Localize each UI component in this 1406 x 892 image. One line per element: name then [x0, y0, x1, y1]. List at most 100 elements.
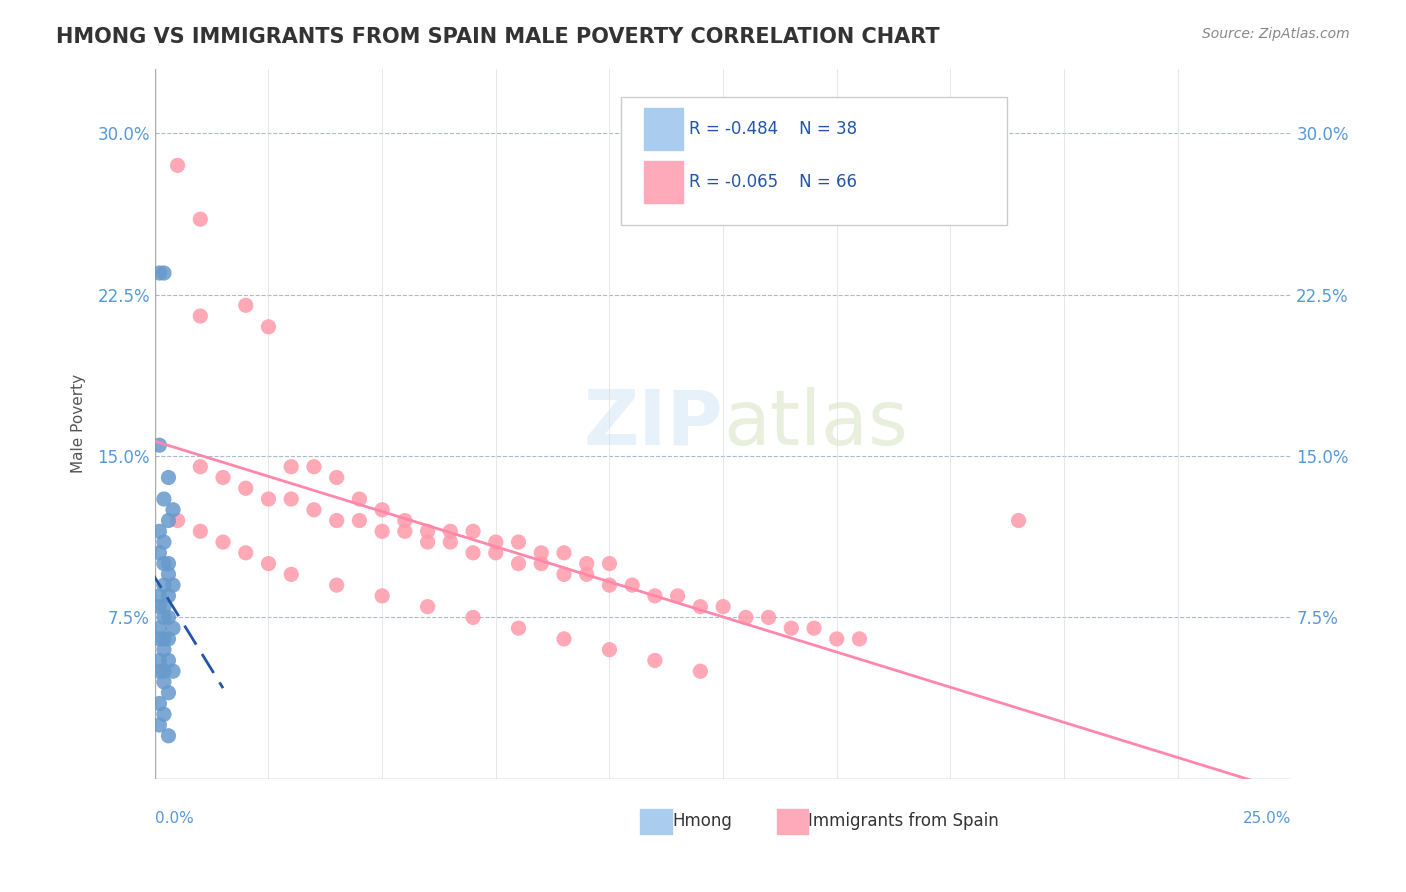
Point: [212, 470, 235, 484]
Point: [157, 589, 180, 603]
Point: [148, 589, 170, 603]
Point: [148, 653, 170, 667]
Point: [280, 491, 302, 506]
Point: [157, 729, 180, 743]
Point: [162, 502, 184, 516]
Point: [257, 319, 280, 334]
Point: [416, 535, 439, 549]
Point: [153, 610, 176, 624]
Point: [508, 535, 530, 549]
Point: [157, 653, 180, 667]
Text: atlas: atlas: [723, 386, 908, 460]
Point: [153, 266, 176, 280]
Point: [280, 567, 302, 582]
Point: [553, 632, 575, 646]
Point: [162, 664, 184, 678]
Point: [371, 589, 394, 603]
Point: [598, 642, 620, 657]
Point: [508, 621, 530, 635]
Point: [848, 632, 870, 646]
FancyBboxPatch shape: [644, 161, 683, 203]
Point: [530, 546, 553, 560]
Text: R = -0.065    N = 66: R = -0.065 N = 66: [689, 173, 858, 191]
Text: Source: ZipAtlas.com: Source: ZipAtlas.com: [1202, 27, 1350, 41]
Point: [188, 459, 211, 474]
Point: [530, 557, 553, 571]
Point: [371, 524, 394, 539]
Point: [666, 589, 689, 603]
FancyBboxPatch shape: [621, 97, 1007, 225]
Point: [416, 599, 439, 614]
Point: [575, 557, 598, 571]
Point: [302, 502, 325, 516]
Point: [598, 578, 620, 592]
Point: [157, 610, 180, 624]
Point: [485, 546, 508, 560]
Point: [711, 599, 734, 614]
Point: [780, 621, 803, 635]
Point: [153, 535, 176, 549]
Point: [734, 610, 756, 624]
Point: [553, 567, 575, 582]
Point: [148, 266, 170, 280]
FancyBboxPatch shape: [640, 809, 672, 834]
Point: [325, 578, 347, 592]
Point: [162, 621, 184, 635]
Point: [598, 557, 620, 571]
Point: [153, 675, 176, 690]
Text: 0.0%: 0.0%: [155, 811, 194, 826]
Point: [280, 459, 302, 474]
Point: [212, 535, 235, 549]
Text: 25.0%: 25.0%: [1243, 811, 1291, 826]
Point: [371, 502, 394, 516]
Point: [235, 481, 257, 495]
Point: [485, 535, 508, 549]
Point: [325, 470, 347, 484]
Point: [157, 567, 180, 582]
Point: [1007, 514, 1029, 528]
Y-axis label: Male Poverty: Male Poverty: [72, 374, 86, 474]
Point: [148, 524, 170, 539]
FancyBboxPatch shape: [644, 108, 683, 150]
Point: [148, 599, 170, 614]
Point: [153, 664, 176, 678]
Point: [235, 546, 257, 560]
Point: [461, 546, 484, 560]
Point: [689, 599, 711, 614]
Point: [325, 514, 347, 528]
Point: [644, 589, 666, 603]
Point: [153, 632, 176, 646]
Point: [803, 621, 825, 635]
Point: [553, 546, 575, 560]
Text: ZIP: ZIP: [583, 386, 723, 460]
Point: [148, 546, 170, 560]
Point: [461, 610, 484, 624]
Point: [302, 459, 325, 474]
FancyBboxPatch shape: [776, 809, 808, 834]
Point: [257, 491, 280, 506]
Point: [621, 578, 644, 592]
Point: [644, 653, 666, 667]
Point: [758, 610, 780, 624]
Point: [148, 632, 170, 646]
Point: [148, 621, 170, 635]
Point: [148, 438, 170, 452]
Point: [188, 524, 211, 539]
Point: [153, 599, 176, 614]
Point: [157, 514, 180, 528]
Point: [148, 718, 170, 732]
Text: Immigrants from Spain: Immigrants from Spain: [808, 813, 1000, 830]
Point: [166, 158, 188, 172]
Point: [162, 578, 184, 592]
Point: [416, 524, 439, 539]
Point: [188, 212, 211, 227]
Point: [689, 664, 711, 678]
Point: [394, 524, 416, 539]
Point: [153, 707, 176, 722]
Point: [157, 686, 180, 700]
Point: [575, 567, 598, 582]
Point: [157, 557, 180, 571]
Point: [825, 632, 848, 646]
Point: [153, 642, 176, 657]
Text: Hmong: Hmong: [672, 813, 731, 830]
